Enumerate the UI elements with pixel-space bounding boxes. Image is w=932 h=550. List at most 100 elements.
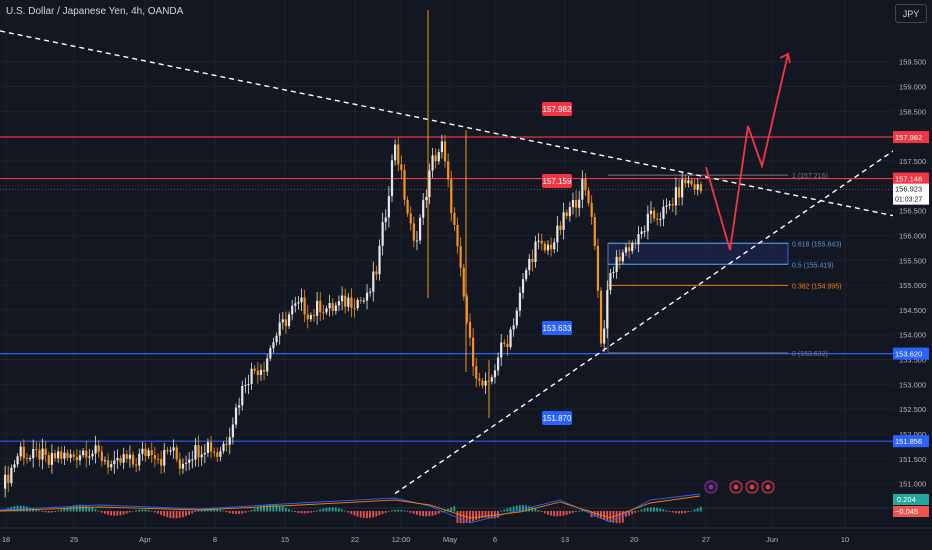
candle-body xyxy=(350,297,353,308)
macd-bar xyxy=(138,509,141,512)
macd-bar xyxy=(503,509,506,512)
macd-bar xyxy=(431,511,434,516)
macd-bar xyxy=(447,508,449,512)
macd-bar xyxy=(649,507,652,512)
current-price-tag xyxy=(893,183,929,205)
macd-bar xyxy=(306,511,309,514)
candle-body xyxy=(596,245,600,291)
macd-bar xyxy=(687,511,690,513)
candle-body xyxy=(150,450,153,456)
macd-bar xyxy=(272,504,275,512)
macd-bar xyxy=(353,511,356,516)
resistance-trendline xyxy=(0,30,894,217)
candle-body xyxy=(294,303,297,306)
candle-body xyxy=(684,179,687,184)
candle-body xyxy=(153,455,156,459)
time-axis: 18 25 Apr 8 15 22 12:00 May 6 13 20 27 Jun 10 xyxy=(0,527,932,550)
macd-bar xyxy=(394,509,396,512)
candle-body xyxy=(397,144,400,165)
candle-body xyxy=(119,458,122,463)
macd-bar xyxy=(659,508,662,512)
macd-bar xyxy=(475,511,478,521)
candle-body xyxy=(141,448,144,454)
macd-bar xyxy=(244,511,247,513)
candle-body xyxy=(381,222,384,246)
candle-body xyxy=(178,459,181,469)
candle-body xyxy=(166,450,169,452)
candle-body xyxy=(128,454,132,459)
macd-bar xyxy=(259,505,262,512)
macd-bar xyxy=(325,507,328,512)
time-tick: 18 xyxy=(2,535,10,544)
macd-bar xyxy=(153,511,156,513)
candle-body xyxy=(556,225,559,243)
candle-body xyxy=(244,384,247,386)
macd-bar xyxy=(147,510,150,512)
candle-body xyxy=(253,368,256,371)
signal-line xyxy=(0,495,701,519)
time-axis-bg xyxy=(0,528,932,550)
macd-bar xyxy=(235,511,237,514)
macd-bar xyxy=(291,510,293,512)
macd-bar xyxy=(231,511,234,514)
candle-body xyxy=(172,447,175,451)
macd-bar xyxy=(391,510,393,512)
candle-body xyxy=(250,368,253,385)
candle-body xyxy=(16,456,19,465)
macd-bar xyxy=(278,505,281,512)
candle-body xyxy=(440,141,444,153)
macd-bar xyxy=(82,504,84,512)
macd-bar xyxy=(534,508,537,512)
candle-body xyxy=(60,451,63,459)
candle-body xyxy=(319,300,322,313)
macd-bar xyxy=(122,511,125,515)
time-tick: 13 xyxy=(561,535,569,544)
price-tick: 157.500 xyxy=(899,157,926,166)
candle-body xyxy=(213,451,216,453)
candle-body xyxy=(443,141,447,162)
macd-bar xyxy=(621,511,624,523)
price-tick: 151.000 xyxy=(899,480,926,489)
candle-body xyxy=(188,459,191,463)
candle-body xyxy=(453,212,456,225)
candle-body xyxy=(475,366,478,379)
macd-bar xyxy=(91,507,94,512)
macd-bar xyxy=(216,508,219,512)
price-tag-label: 157.146 xyxy=(895,175,922,184)
candle-body xyxy=(206,442,210,453)
candle-body xyxy=(550,244,553,250)
candle-body xyxy=(696,184,699,190)
flag-icon-3-dot xyxy=(765,484,771,490)
level-bubble-label: 157.159 xyxy=(543,177,572,186)
currency-button[interactable]: JPY xyxy=(895,4,927,23)
candle-body xyxy=(272,342,275,349)
macd-bar xyxy=(693,509,696,512)
candle-body xyxy=(110,464,113,468)
candle-body xyxy=(219,451,222,457)
candle-body xyxy=(312,315,316,317)
candle-body xyxy=(521,279,525,293)
candle-body xyxy=(640,231,643,235)
candle-body xyxy=(450,179,453,213)
macd-bar xyxy=(578,510,580,512)
macd-bar xyxy=(556,511,559,517)
fib-label: 0 (153.632) xyxy=(792,351,828,358)
macd-bar xyxy=(562,511,565,516)
candle-body xyxy=(543,243,546,251)
macd-bar xyxy=(515,505,518,512)
macd-bar xyxy=(415,511,418,515)
indicator-icons[interactable] xyxy=(704,480,775,494)
candle-body xyxy=(528,258,531,271)
macd-bar xyxy=(113,511,116,516)
candle-body xyxy=(515,310,518,326)
candle-body xyxy=(587,190,590,204)
macd-bar xyxy=(103,511,106,514)
candle-body xyxy=(428,170,431,197)
candle-body xyxy=(484,380,487,386)
macd-bar xyxy=(606,511,609,522)
macd-bar xyxy=(378,511,381,516)
current-price-label: 156.923 xyxy=(895,185,922,194)
candle-body xyxy=(687,180,690,184)
candle-body xyxy=(637,234,640,245)
